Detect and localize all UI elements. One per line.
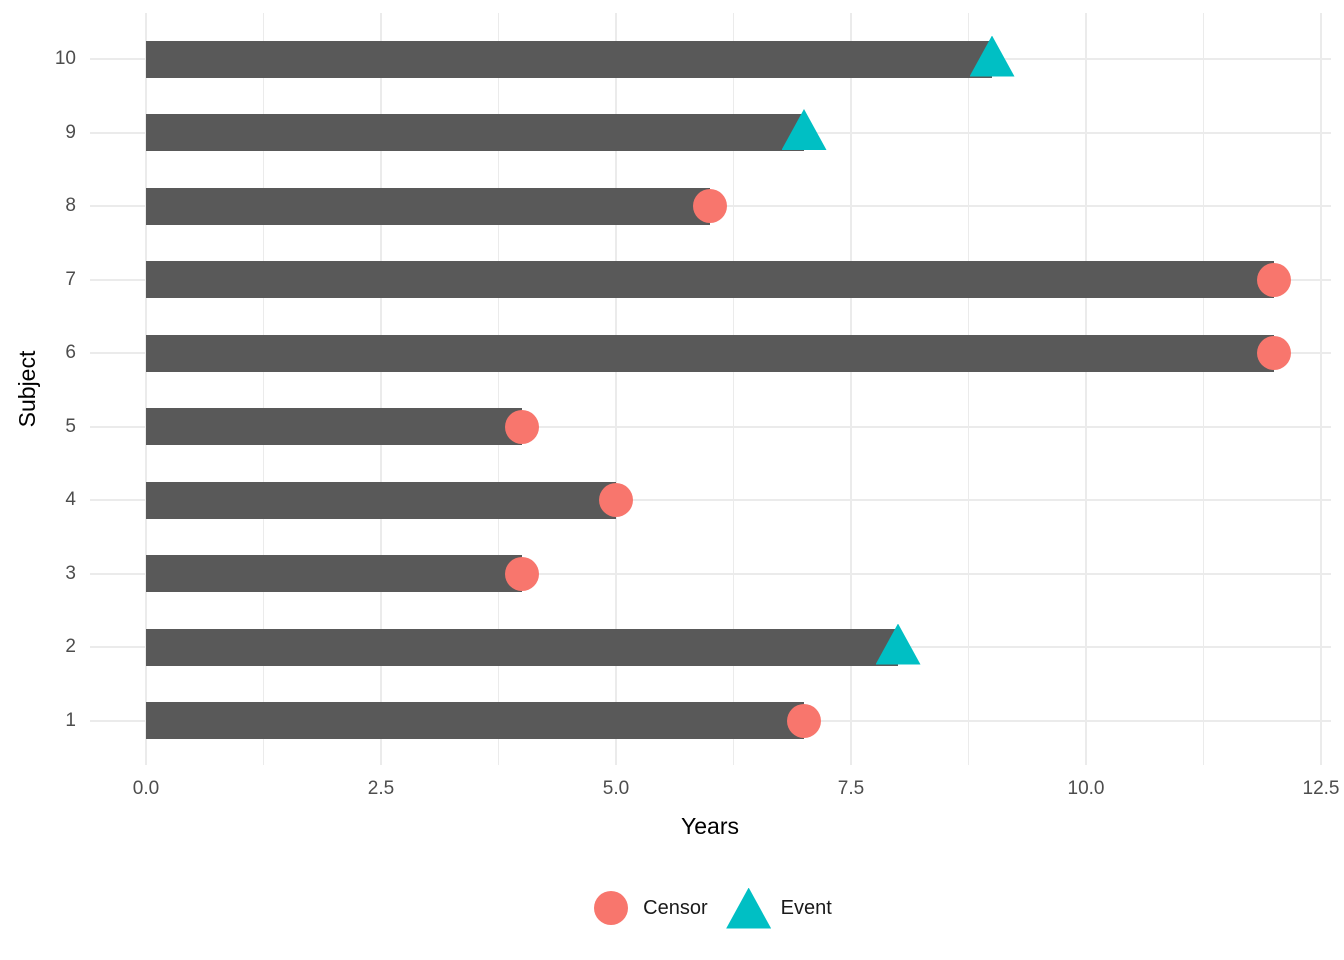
x-tick-label: 12.5: [1302, 778, 1340, 799]
x-tick-label: 10.0: [1067, 778, 1105, 799]
censor-marker: [1257, 262, 1291, 297]
y-tick-label: 3: [65, 562, 76, 584]
legend: Censor Event: [90, 886, 1331, 930]
x-axis-title: Years: [681, 813, 739, 839]
y-gridline: [89, 499, 1331, 501]
y-tick-label: 2: [65, 636, 76, 657]
x-minor-gridline: [1202, 13, 1205, 765]
circle-legend-glyph-box: [588, 886, 634, 930]
x-tick-label: 5.0: [602, 778, 630, 799]
y-tick-label: 6: [65, 342, 76, 363]
censor-marker: [599, 483, 633, 517]
duration-bar: [146, 702, 804, 739]
triangle-legend-glyph-box: [726, 886, 772, 930]
x-minor-gridline: [497, 13, 500, 765]
x-major-gridline: [1320, 13, 1322, 765]
y-tick-label: 5: [65, 415, 76, 437]
x-major-gridline: [615, 13, 617, 765]
y-tick-label: 10: [54, 48, 76, 69]
legend-item-event: Event: [726, 886, 832, 930]
y-tick-label: 4: [65, 489, 76, 510]
y-gridline: [89, 425, 1331, 428]
y-tick-label: 9: [65, 121, 76, 143]
censor-marker: [505, 409, 539, 444]
censor-marker: [1257, 336, 1291, 370]
duration-bar: [146, 555, 522, 592]
duration-bar: [146, 40, 992, 78]
legend-item-censor: Censor: [588, 886, 708, 930]
censor-marker: [787, 703, 821, 738]
event-legend-icon: [726, 887, 772, 929]
duration-bar: [146, 187, 710, 225]
y-gridline: [89, 572, 1331, 575]
x-minor-gridline: [967, 13, 970, 765]
x-minor-gridline: [732, 13, 735, 765]
x-tick-label: 2.5: [367, 778, 395, 799]
x-major-gridline: [1085, 13, 1087, 765]
duration-bar: [146, 408, 522, 445]
duration-bar: [146, 261, 1274, 298]
y-tick-label: 7: [65, 268, 76, 290]
y-tick-label: 8: [65, 195, 76, 216]
duration-bar: [146, 628, 898, 666]
x-minor-gridline: [262, 13, 265, 765]
censor-marker: [505, 556, 539, 591]
censor-legend-icon: [594, 891, 629, 925]
legend-label: Censor: [643, 897, 708, 919]
censor-marker: [693, 189, 727, 223]
x-major-gridline: [145, 13, 147, 765]
legend-label: Event: [780, 897, 832, 919]
x-tick-label: 7.5: [837, 778, 865, 799]
x-major-gridline: [380, 13, 382, 765]
x-major-gridline: [850, 13, 852, 765]
y-tick-label: 1: [65, 709, 76, 731]
duration-bar: [146, 481, 616, 519]
duration-bar: [146, 334, 1274, 372]
x-tick-label: 0.0: [132, 778, 160, 799]
duration-bar: [146, 114, 804, 151]
